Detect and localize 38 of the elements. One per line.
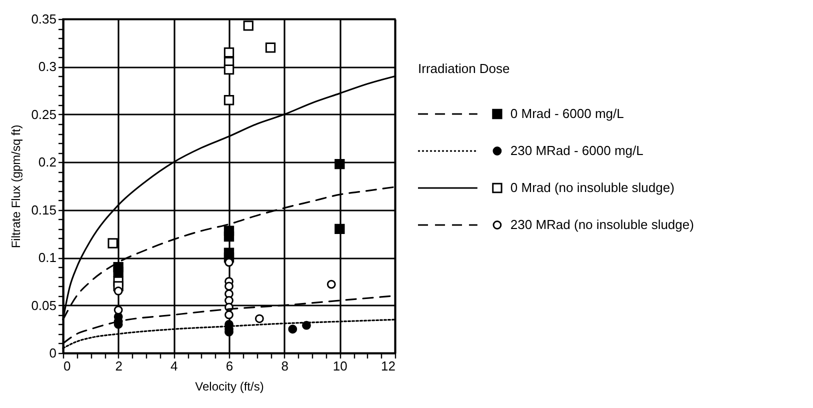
point: [265, 42, 276, 53]
point: [113, 266, 124, 277]
legend-title: Irradiation Dose: [418, 61, 510, 76]
point: [254, 314, 264, 324]
point: [334, 158, 345, 170]
legend-label: 0 Mrad (no insoluble sludge): [510, 180, 674, 195]
point: [326, 280, 336, 289]
point: [288, 324, 298, 334]
x-tick-label: 8: [281, 358, 288, 374]
legend-label: 0 Mrad - 6000 mg/L: [510, 106, 624, 121]
point: [224, 310, 234, 320]
point: [224, 47, 234, 58]
x-tick-label: 6: [226, 358, 234, 374]
point: [224, 95, 234, 106]
y-tick-label: 0.15: [31, 202, 56, 218]
point: [224, 231, 234, 242]
point: [243, 20, 254, 31]
x-axis-title: Velocity (ft/s): [195, 380, 264, 394]
legend-label: 230 MRad (no insoluble sludge): [510, 217, 694, 232]
point: [114, 286, 123, 296]
point: [224, 282, 234, 291]
y-axis-title: Filtrate Flux (gpm/sq ft): [9, 124, 24, 248]
y-tick-label: 0.25: [31, 106, 56, 122]
x-tick-label: 0: [64, 358, 71, 374]
y-tick-label: 0.35: [31, 12, 56, 26]
point: [334, 224, 345, 234]
x-tick-label: 10: [332, 358, 348, 374]
x-tick-label: 4: [170, 358, 178, 374]
x-tick-label: 2: [115, 358, 122, 374]
y-tick-label: 0.1: [38, 250, 56, 266]
y-tick-label: 0.2: [38, 154, 56, 170]
y-tick-label: 0.05: [31, 298, 56, 313]
point: [108, 238, 118, 248]
point: [224, 64, 234, 75]
y-tick-label: 0: [49, 346, 56, 360]
x-tick-label: 12: [381, 358, 396, 374]
legend-label: 230 MRad - 6000 mg/L: [510, 143, 644, 158]
y-tick-label: 0.3: [38, 59, 56, 74]
